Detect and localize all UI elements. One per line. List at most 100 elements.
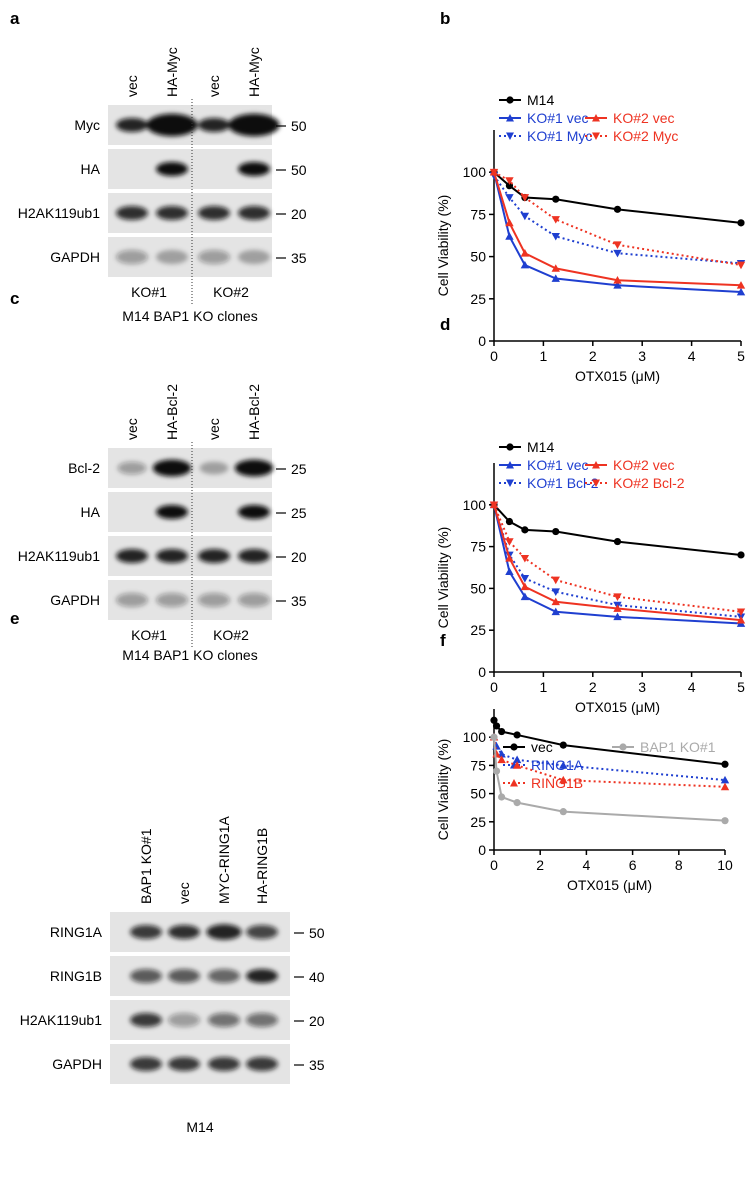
legend-marker bbox=[592, 132, 600, 140]
x-tick-label: 3 bbox=[638, 348, 646, 364]
x-tick-label: 8 bbox=[675, 857, 683, 873]
point bbox=[520, 194, 530, 202]
point bbox=[613, 276, 622, 284]
band bbox=[156, 505, 188, 519]
band bbox=[130, 1057, 162, 1071]
point bbox=[497, 755, 506, 764]
x-tick-label: 2 bbox=[589, 348, 597, 364]
band bbox=[168, 1057, 200, 1071]
point bbox=[737, 219, 745, 227]
band bbox=[246, 1057, 278, 1071]
legend-marker bbox=[592, 114, 600, 122]
y-tick-label: 100 bbox=[463, 497, 487, 513]
series-line bbox=[493, 171, 742, 224]
row-label: GAPDH bbox=[50, 592, 100, 608]
point bbox=[505, 567, 514, 576]
y-tick-label: 25 bbox=[470, 291, 486, 307]
point bbox=[551, 576, 560, 585]
bands bbox=[130, 1013, 278, 1027]
point bbox=[551, 274, 560, 282]
y-tick-label: 50 bbox=[470, 249, 486, 265]
legend-marker bbox=[619, 743, 627, 751]
band bbox=[198, 593, 230, 607]
point bbox=[520, 249, 530, 257]
bands bbox=[130, 1057, 278, 1071]
bands bbox=[156, 505, 270, 519]
legend-marker bbox=[506, 132, 514, 140]
band bbox=[117, 461, 147, 475]
point bbox=[492, 722, 501, 730]
x-tick-label: 0 bbox=[490, 348, 498, 364]
point bbox=[498, 793, 506, 801]
legend-marker bbox=[506, 479, 514, 487]
mw-label: 20 bbox=[309, 1013, 325, 1029]
band bbox=[130, 969, 162, 983]
bands bbox=[116, 113, 280, 137]
point bbox=[490, 733, 498, 741]
group-label: KO#1 bbox=[131, 627, 167, 643]
bands bbox=[116, 593, 270, 607]
band bbox=[168, 969, 200, 983]
point bbox=[552, 195, 560, 203]
lane-label: HA-RING1B bbox=[254, 828, 270, 904]
band bbox=[208, 1057, 240, 1071]
band bbox=[116, 250, 148, 264]
band bbox=[246, 925, 278, 939]
lane-label: vec bbox=[206, 418, 222, 440]
point bbox=[559, 741, 567, 749]
point bbox=[736, 615, 746, 624]
mw-label: 25 bbox=[291, 461, 307, 477]
legend-label: KO#1 vec bbox=[527, 457, 588, 473]
point bbox=[559, 775, 568, 784]
bands bbox=[156, 162, 270, 176]
point bbox=[736, 287, 746, 296]
band bbox=[116, 593, 148, 607]
x-axis-label: OTX015 (μM) bbox=[575, 368, 660, 384]
point bbox=[489, 168, 499, 177]
x-tick-label: 1 bbox=[540, 679, 548, 695]
legend-label: M14 bbox=[527, 439, 554, 455]
y-tick-label: 0 bbox=[478, 842, 486, 858]
band bbox=[238, 162, 270, 176]
band bbox=[198, 118, 230, 132]
blot-caption: M14 BAP1 KO clones bbox=[122, 647, 257, 663]
band bbox=[198, 549, 230, 563]
bands bbox=[117, 459, 274, 477]
x-axis-label: OTX015 (μM) bbox=[567, 877, 652, 893]
point bbox=[720, 775, 730, 784]
point bbox=[551, 232, 560, 241]
point bbox=[552, 527, 560, 536]
series-line bbox=[493, 171, 742, 267]
x-tick-label: 2 bbox=[536, 857, 544, 873]
panel-letter: e bbox=[10, 609, 19, 628]
group-label: KO#2 bbox=[213, 627, 249, 643]
lane-label: HA-Myc bbox=[164, 47, 180, 97]
band bbox=[238, 593, 270, 607]
point bbox=[512, 761, 522, 769]
point bbox=[721, 760, 729, 768]
point bbox=[505, 232, 514, 240]
series-line bbox=[493, 171, 742, 287]
band bbox=[198, 206, 230, 220]
band bbox=[116, 206, 148, 220]
y-tick-label: 25 bbox=[470, 622, 486, 638]
y-tick-label: 25 bbox=[470, 814, 486, 830]
point bbox=[505, 554, 514, 562]
row-label: H2AK119ub1 bbox=[18, 548, 100, 564]
legend-marker bbox=[506, 443, 514, 451]
y-axis-label: Cell Viability (%) bbox=[435, 527, 451, 629]
point bbox=[551, 597, 560, 606]
point bbox=[613, 281, 622, 289]
point bbox=[490, 716, 498, 724]
band bbox=[234, 459, 274, 477]
point bbox=[613, 249, 622, 258]
band bbox=[238, 549, 270, 563]
row-label: HA bbox=[81, 161, 101, 177]
y-tick-label: 0 bbox=[478, 664, 486, 680]
y-tick-label: 75 bbox=[470, 539, 486, 555]
point bbox=[737, 551, 745, 559]
band bbox=[146, 113, 198, 137]
point bbox=[505, 194, 514, 202]
x-tick-label: 4 bbox=[583, 857, 591, 873]
panel-letter: a bbox=[10, 9, 20, 28]
